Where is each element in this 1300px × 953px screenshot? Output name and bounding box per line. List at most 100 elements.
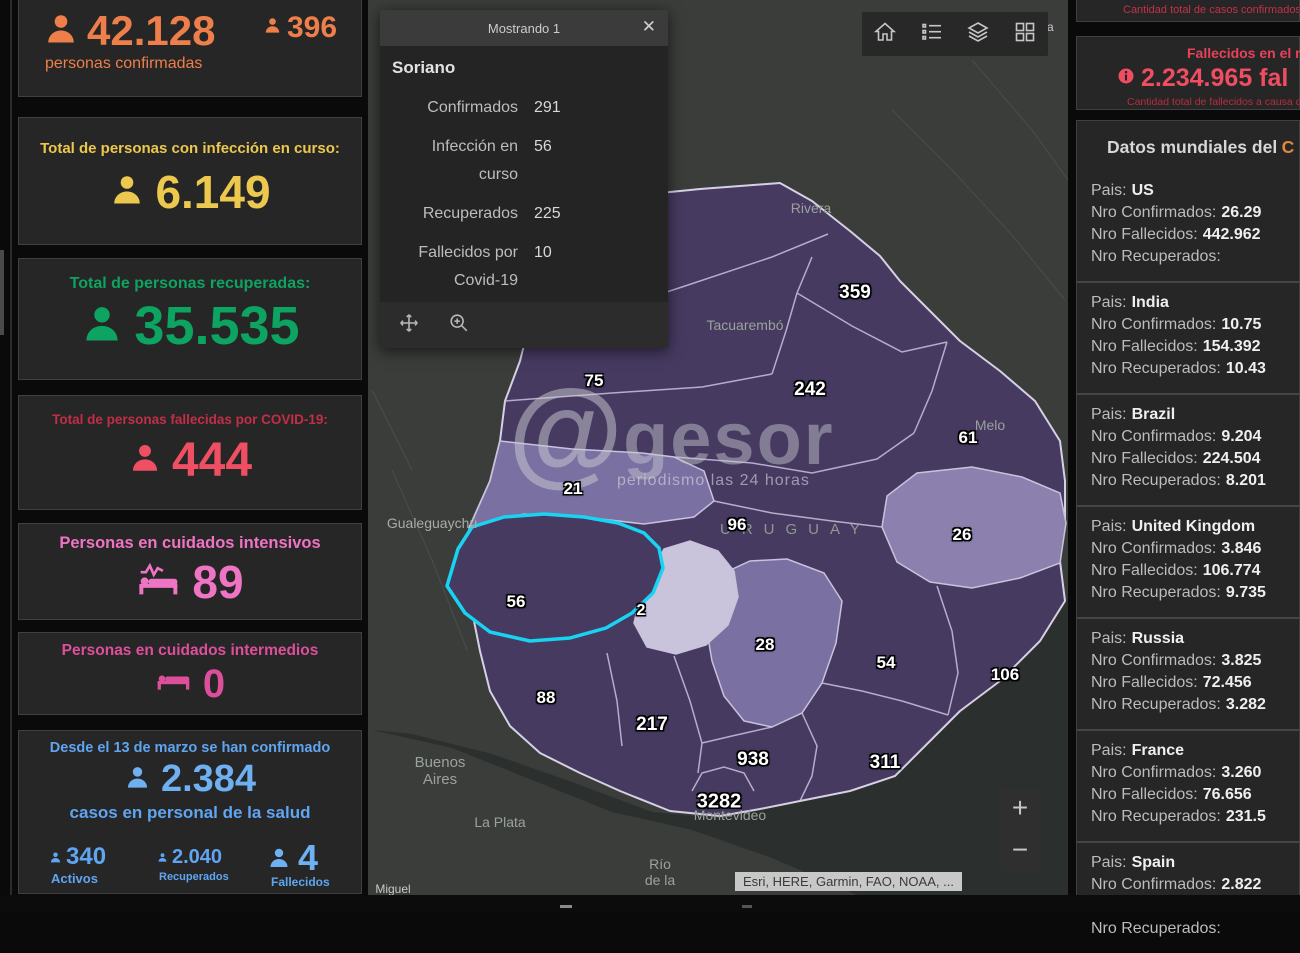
person-icon	[43, 11, 79, 52]
country-confirmed: 9.204	[1221, 428, 1262, 445]
world-data-panel: Datos mundiales del C Pais: US Nro Confir…	[1076, 120, 1300, 937]
popup-row-value: 10	[534, 244, 552, 261]
country-name: France	[1131, 742, 1185, 759]
zoom-to-icon[interactable]	[448, 312, 470, 339]
country-block-india: Pais: India Nro Confirmados: 10.75 Nro Fal…	[1077, 281, 1300, 393]
scrollbar-thumb[interactable]	[560, 905, 572, 908]
country-confirmed: 10.75	[1221, 316, 1262, 333]
popup-row-label: Infección en curso	[431, 138, 518, 183]
popup-row-value: 291	[534, 99, 561, 116]
city-label-la-plata: La Plata	[474, 814, 526, 830]
country-confirmed: 3.846	[1221, 540, 1262, 557]
recovered-panel: Total de personas recuperadas: 35.535	[18, 258, 362, 380]
intermediate-care-value: 0	[202, 662, 226, 706]
home-icon[interactable]	[873, 20, 897, 49]
country-deaths: 442.962	[1202, 226, 1261, 243]
country-recovered: 3.282	[1225, 696, 1266, 713]
country-name: US	[1131, 182, 1154, 199]
health-personnel-subtitle: casos en personal de la salud	[69, 803, 311, 822]
basemap-grid-icon[interactable]	[1013, 20, 1037, 49]
info-icon	[1117, 67, 1135, 90]
country-name: United Kingdom	[1131, 518, 1256, 535]
map-popup: Mostrando 1 ✕ Soriano Confirmados 291 Inf…	[380, 10, 668, 348]
country-deaths: 224.504	[1202, 450, 1261, 467]
world-deaths-value: 2.234.965 fal	[1141, 64, 1289, 92]
recovered-title: Total de personas recuperadas:	[69, 275, 311, 292]
legend-list-icon[interactable]	[920, 20, 944, 49]
at-symbol: @	[508, 366, 624, 498]
person-icon	[80, 302, 124, 351]
dept-count: 217	[636, 714, 668, 735]
dept-count: 54	[876, 653, 896, 672]
map-canvas[interactable]: @ gesor periodismo las 24 horas URUGUAY 3…	[368, 0, 1068, 912]
world-deaths-title: Fallecidos en el mun	[1187, 45, 1300, 61]
person-icon	[50, 852, 61, 862]
intensive-care-panel: Personas en cuidados intensivos 89	[18, 523, 362, 620]
person-icon	[158, 853, 167, 862]
map-attribution[interactable]: Esri, HERE, Garmin, FAO, NOAA, ...	[735, 872, 962, 891]
new-cases-label: Casos nuevos	[237, 0, 332, 3]
department-soriano-highlighted[interactable]	[445, 512, 665, 643]
city-label-gualeguaychu: Gualeguaychú	[386, 515, 478, 531]
country-block-uk: Pais: United Kingdom Nro Confirmados: 3.84…	[1077, 505, 1300, 617]
active-infections-panel: Total de personas con infección en curso…	[18, 117, 362, 245]
world-data-title-accent: C	[1281, 137, 1295, 157]
dept-count-montevideo: 3282	[696, 790, 742, 813]
hp-recovered-label: Recuperados	[159, 871, 229, 883]
person-icon	[128, 441, 162, 480]
dept-count: 359	[839, 282, 871, 303]
popup-footer	[380, 302, 668, 348]
dept-count: 96	[727, 515, 747, 534]
city-label-buenos-aires: Buenos Aires	[414, 754, 466, 788]
country-name: Russia	[1131, 630, 1185, 647]
hp-deaths-label: Fallecidos	[271, 875, 330, 889]
world-data-title: Datos mundiales del	[1107, 137, 1278, 157]
zoom-in-button[interactable]: +	[1000, 788, 1040, 828]
dept-count: 938	[737, 749, 769, 770]
close-icon[interactable]: ✕	[641, 17, 656, 36]
water-label-rio-de-la-plata: Río de la	[644, 856, 676, 888]
bottom-scrollbar[interactable]	[0, 895, 1300, 912]
pan-to-icon[interactable]	[398, 312, 420, 339]
scrollbar-thumb[interactable]	[742, 905, 752, 908]
deaths-title: Total de personas fallecidas por COVID-1…	[52, 412, 328, 427]
department-treinta-y-tres[interactable]	[881, 466, 1067, 589]
dept-count: 88	[536, 688, 556, 707]
left-edge-strip	[0, 0, 12, 912]
zoom-out-button[interactable]: −	[1000, 830, 1040, 870]
dept-count: 26	[952, 525, 972, 544]
world-deaths-panel: Fallecidos en el mun 2.234.965 fal Canti…	[1076, 36, 1300, 110]
icu-bed-icon	[136, 562, 182, 602]
dept-count: 21	[563, 479, 583, 498]
popup-row-value: 56	[534, 138, 552, 155]
country-recovered: 9.735	[1225, 584, 1266, 601]
dept-count: 106	[990, 665, 1020, 684]
active-infections-title: Total de personas con infección en curso…	[40, 140, 340, 157]
hp-active-value: 340	[66, 843, 107, 870]
person-icon	[124, 764, 151, 796]
city-label-montevideo: Montevideo	[693, 807, 767, 823]
country-deaths: 154.392	[1202, 338, 1261, 355]
hp-deaths-value: 4	[298, 837, 319, 878]
country-confirmed: 3.260	[1221, 764, 1262, 781]
rio-de-la-plata-water	[372, 598, 1068, 912]
agesor-watermark: @ gesor	[508, 366, 835, 498]
country-deaths: 72.456	[1202, 674, 1252, 691]
country-name: India	[1131, 294, 1169, 311]
country-confirmed: 26.29	[1221, 204, 1262, 221]
active-infections-value: 6.149	[155, 166, 271, 218]
country-block-brazil: Pais: Brazil Nro Confirmados: 9.204 Nro Fa…	[1077, 393, 1300, 505]
health-personnel-panel: Desde el 13 de marzo se han confirmado 2…	[18, 730, 362, 894]
country-confirmed: 2.822	[1221, 876, 1262, 893]
country-deaths: 76.656	[1202, 786, 1252, 803]
deaths-value: 444	[171, 434, 253, 487]
dept-count: 75	[584, 371, 604, 390]
map-toolbar	[862, 12, 1048, 56]
intermediate-care-panel: Personas en cuidados intermedios 0	[18, 632, 362, 715]
layers-icon[interactable]	[966, 20, 990, 49]
country-block-us: Pais: US Nro Confirmados: 26.29 Nro Fallec…	[1091, 182, 1262, 265]
country-deaths: 106.774	[1202, 562, 1261, 579]
hp-recovered-value: 2.040	[172, 846, 223, 868]
confirmed-value: 42.128	[87, 7, 216, 54]
popup-row-label: Fallecidos por Covid-19	[418, 244, 518, 289]
